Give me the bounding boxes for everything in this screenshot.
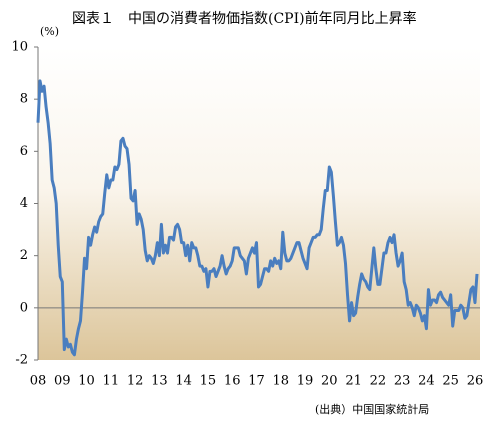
x-tick-label: 11 bbox=[103, 374, 120, 389]
y-tick-label: 8 bbox=[20, 92, 28, 107]
x-tick-label: 26 bbox=[467, 374, 484, 389]
x-tick-label: 12 bbox=[127, 374, 144, 389]
x-tick-label: 20 bbox=[321, 374, 338, 389]
x-tick-label: 22 bbox=[370, 374, 387, 389]
x-tick-label: 17 bbox=[248, 374, 265, 389]
y-tick-label: -2 bbox=[15, 353, 28, 368]
x-tick-label: 09 bbox=[54, 374, 71, 389]
x-tick-label: 13 bbox=[151, 374, 168, 389]
y-tick-label: 2 bbox=[20, 248, 28, 263]
x-tick-label: 16 bbox=[224, 374, 241, 389]
x-tick-label: 18 bbox=[272, 374, 289, 389]
x-tick-label: 19 bbox=[297, 374, 314, 389]
x-tick-label: 08 bbox=[30, 374, 47, 389]
cpi-line bbox=[36, 79, 479, 357]
x-tick-label: 24 bbox=[418, 374, 435, 389]
x-tick-label: 15 bbox=[200, 374, 217, 389]
y-tick-label: 6 bbox=[20, 144, 28, 159]
y-tick-label: 0 bbox=[20, 300, 28, 315]
y-unit-label: (%) bbox=[40, 25, 59, 38]
y-tick-label: 10 bbox=[11, 40, 28, 55]
y-tick-label: 4 bbox=[20, 196, 28, 211]
x-tick-label: 14 bbox=[175, 374, 192, 389]
x-tick-label: 10 bbox=[78, 374, 95, 389]
x-tick-label: 25 bbox=[442, 374, 459, 389]
x-tick-label: 23 bbox=[394, 374, 411, 389]
chart-title: 図表１ 中国の消費者物価指数(CPI)前年同月比上昇率 bbox=[72, 10, 417, 27]
source-note: (出典）中国国家統計局 bbox=[315, 402, 429, 416]
x-tick-label: 21 bbox=[345, 374, 362, 389]
